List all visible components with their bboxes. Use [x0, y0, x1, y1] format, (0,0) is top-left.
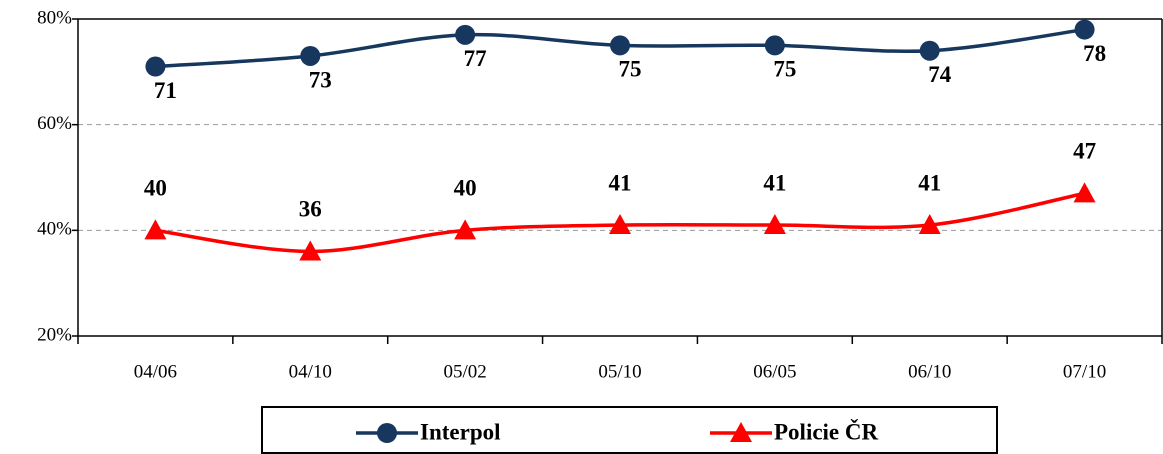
data-point — [144, 219, 167, 240]
data-label: 41 — [763, 170, 786, 195]
data-point — [145, 56, 166, 77]
x-tick-label: 04/06 — [134, 361, 177, 382]
data-point — [454, 219, 477, 240]
x-tick-label: 06/05 — [753, 361, 796, 382]
data-label: 40 — [144, 176, 167, 201]
y-tick-label: 80% — [37, 7, 72, 28]
data-label: 77 — [464, 46, 487, 71]
data-point — [609, 214, 631, 235]
data-label: 78 — [1083, 41, 1106, 66]
x-tick-label: 07/10 — [1063, 361, 1106, 382]
data-point — [918, 214, 941, 235]
legend-label: Interpol — [420, 419, 501, 444]
data-point — [763, 214, 786, 235]
data-label: 71 — [154, 78, 177, 103]
data-point — [455, 24, 476, 45]
data-point — [299, 240, 322, 261]
data-label: 74 — [928, 62, 952, 87]
y-tick-label: 20% — [37, 324, 72, 345]
x-tick-label: 04/10 — [289, 361, 332, 382]
legend-marker — [730, 422, 752, 442]
data-point — [919, 40, 940, 61]
data-label: 41 — [609, 170, 632, 195]
x-tick-label: 05/02 — [444, 361, 487, 382]
data-point — [764, 35, 785, 56]
data-label: 47 — [1073, 139, 1096, 164]
data-label: 75 — [619, 57, 642, 82]
data-label: 41 — [918, 170, 941, 195]
data-point — [610, 35, 630, 56]
data-point — [300, 45, 321, 66]
data-label: 40 — [454, 176, 477, 201]
x-tick-label: 06/10 — [908, 361, 951, 382]
data-point — [1073, 182, 1096, 203]
data-label: 75 — [773, 57, 796, 82]
y-tick-label: 40% — [37, 219, 72, 240]
data-point — [1074, 19, 1095, 40]
x-tick-label: 05/10 — [598, 361, 641, 382]
data-label: 36 — [299, 197, 322, 222]
y-tick-label: 60% — [37, 113, 72, 134]
legend-box — [261, 406, 998, 454]
legend-marker — [377, 423, 397, 443]
legend-label: Policie ČR — [774, 418, 878, 444]
data-label: 73 — [309, 67, 332, 92]
